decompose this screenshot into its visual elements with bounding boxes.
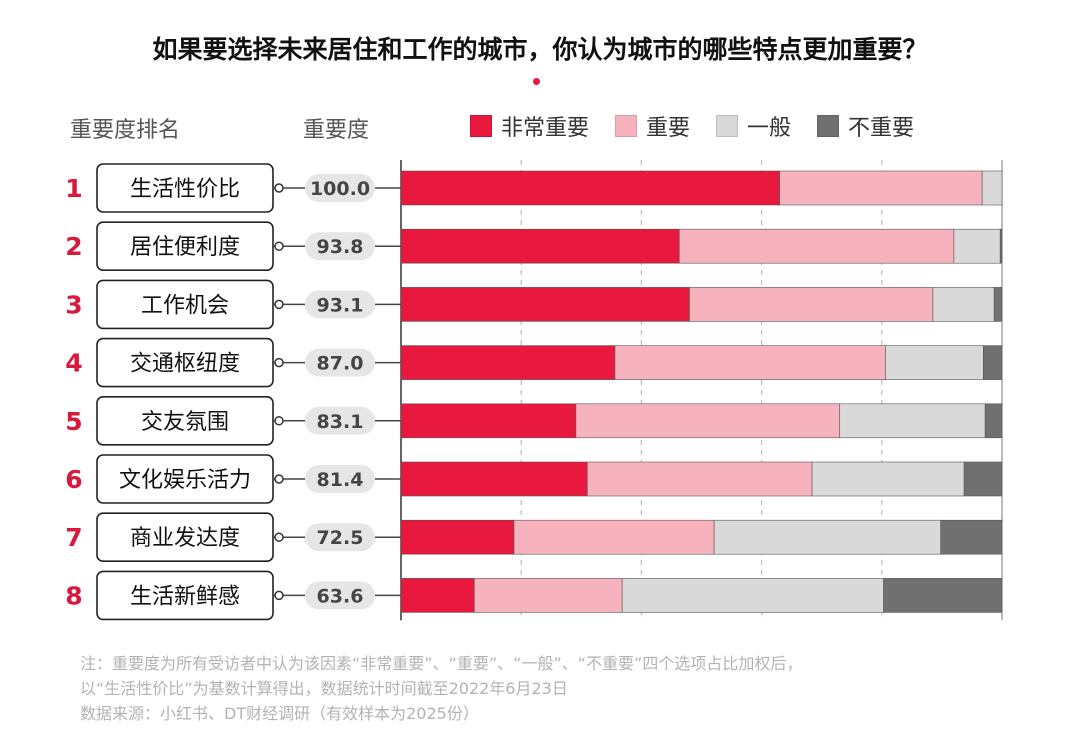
- footnote-source: 数据来源：小红书、DT财经调研（有效样本为2025份）: [80, 704, 479, 723]
- bar-segment: [474, 578, 623, 613]
- rank-number: 2: [65, 232, 82, 261]
- bar-segment: [400, 287, 690, 322]
- bar-segment: [885, 345, 984, 380]
- category-label: 商业发达度: [130, 526, 240, 551]
- legend-item: 不重要: [817, 110, 914, 142]
- legend-swatch: [716, 115, 739, 137]
- score-pill: [305, 406, 375, 435]
- chart-title: 如果要选择未来居住和工作的城市，你认为城市的哪些特点更加重要？: [152, 35, 928, 64]
- score-value: 63.6: [317, 585, 364, 607]
- score-value: 87.0: [317, 353, 364, 375]
- connector-node: [274, 357, 284, 368]
- legend-swatch: [817, 115, 840, 137]
- bar-segment: [932, 287, 995, 322]
- connector-node: [274, 532, 284, 542]
- rank-number: 7: [65, 523, 82, 552]
- connector-node: [274, 590, 284, 601]
- bar-segment: [587, 461, 813, 497]
- legend-swatch: [615, 115, 638, 137]
- bar-segment: [575, 403, 841, 439]
- score-pill: [305, 174, 375, 202]
- rank-number: 5: [65, 407, 82, 436]
- connector-node: [274, 299, 284, 310]
- rank-number: 3: [65, 290, 82, 319]
- legend-label: 非常重要: [501, 116, 590, 141]
- bar-segment: [400, 578, 475, 613]
- score-pill: [305, 523, 375, 552]
- score-value: 100.0: [310, 178, 370, 200]
- connector-node: [274, 183, 284, 193]
- score-pill: [305, 465, 375, 493]
- bar-segment: [963, 461, 1003, 497]
- chart-legend: 非常重要 重要 一般 不重要: [470, 110, 940, 142]
- bar-segment: [713, 519, 941, 555]
- bar-segment: [400, 461, 588, 497]
- connector-node: [274, 416, 284, 426]
- connector-node: [274, 474, 284, 484]
- legend-item: 一般: [716, 110, 791, 142]
- bar-segment: [400, 228, 680, 264]
- category-label: 交通枢纽度: [130, 352, 240, 377]
- rank-number: 1: [65, 174, 82, 203]
- bar-segment: [811, 461, 965, 497]
- bar-segment: [999, 228, 1003, 264]
- score-value: 93.8: [317, 236, 364, 258]
- legend-swatch: [470, 115, 492, 137]
- bar-segment: [839, 403, 986, 439]
- score-pill: [305, 232, 375, 261]
- connector-node: [274, 241, 284, 251]
- score-value: 83.1: [317, 411, 364, 433]
- bar-segment: [513, 519, 715, 555]
- bar-segment: [689, 287, 934, 322]
- score-value: 93.1: [317, 294, 364, 316]
- legend-label: 重要: [646, 116, 691, 141]
- legend-item: 非常重要: [470, 110, 589, 142]
- bar-segment: [400, 519, 515, 555]
- score-pill: [305, 348, 375, 377]
- bar-segment: [981, 170, 1003, 206]
- bar-segment: [940, 519, 1003, 555]
- category-label: 工作机会: [141, 293, 229, 318]
- category-label: 居住便利度: [130, 235, 240, 260]
- bar-segment: [779, 170, 983, 206]
- bar-segment: [953, 228, 1001, 264]
- score-pill: [305, 290, 375, 319]
- title-accent-dot: [533, 78, 540, 85]
- bar-segment: [400, 345, 616, 380]
- rank-column-header: 重要度排名: [70, 118, 181, 143]
- score-value: 81.4: [317, 469, 364, 491]
- legend-label: 一般: [747, 116, 792, 141]
- bar-segment: [678, 228, 955, 264]
- category-label: 生活性价比: [130, 177, 240, 202]
- footnote-line-2: 以“生活性价比”为基数计算得出，数据统计时间截至2022年6月23日: [80, 679, 568, 698]
- legend-label: 不重要: [848, 116, 915, 141]
- score-pill: [305, 581, 375, 610]
- bar-segment: [614, 345, 886, 380]
- bar-segment: [621, 578, 884, 613]
- bar-segment: [400, 170, 780, 206]
- bar-segment: [984, 403, 1003, 439]
- category-label: 文化娱乐活力: [119, 468, 251, 493]
- bar-segment: [400, 403, 577, 439]
- score-value: 72.5: [317, 527, 364, 549]
- legend-item: 重要: [615, 110, 690, 142]
- category-label: 交友氛围: [141, 410, 229, 435]
- score-column-header: 重要度: [303, 118, 370, 143]
- rank-number: 4: [65, 349, 82, 378]
- bar-segment: [883, 578, 1003, 613]
- rank-number: 8: [65, 581, 82, 610]
- rank-number: 6: [65, 465, 82, 494]
- category-label: 生活新鲜感: [130, 584, 240, 609]
- footnote-line-1: 注：重要度为所有受访者中认为该因素“非常重要”、“重要”、“一般”、“不重要”四…: [80, 654, 803, 673]
- bar-segment: [983, 345, 1003, 380]
- bar-segment: [993, 287, 1003, 322]
